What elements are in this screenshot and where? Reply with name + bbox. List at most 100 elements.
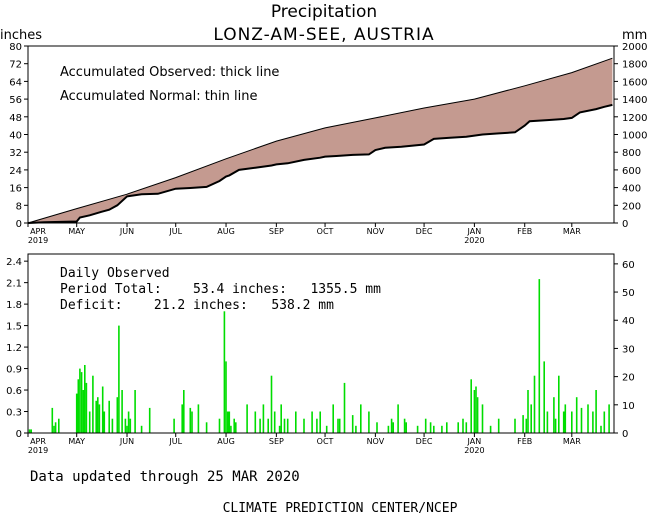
y-tick-label: 48 [9, 113, 22, 124]
credit-line: CLIMATE PREDICTION CENTER/NCEP [223, 501, 458, 516]
daily-bar [316, 418, 318, 433]
daily-bar [600, 425, 602, 433]
daily-bar [429, 422, 432, 433]
daily-bar [343, 382, 346, 433]
daily-bar [527, 390, 529, 433]
daily-bar [140, 425, 143, 433]
x-year-label: 2020 [464, 236, 484, 245]
x-tick-label: JUL [168, 227, 182, 236]
y-tick-label: 24 [9, 166, 22, 177]
daily-bar [416, 425, 419, 433]
x-tick-label: MAR [563, 227, 581, 236]
y-tick-label: 64 [9, 77, 22, 88]
x-tick-label: AUG [217, 227, 235, 236]
daily-bar [58, 418, 60, 433]
x-tick-label: NOV [367, 437, 385, 446]
daily-bar [134, 390, 136, 433]
daily-bar [54, 422, 57, 433]
daily-bar [441, 425, 443, 433]
daily-bar [97, 397, 99, 433]
daily-bar [433, 425, 435, 433]
daily-bar [127, 411, 130, 433]
daily-bar [223, 311, 226, 433]
observed-line [27, 103, 613, 224]
daily-bar [228, 411, 231, 433]
x-tick-label: JUN [119, 437, 134, 446]
x-tick-label: NOV [367, 227, 385, 236]
daily-bar [387, 425, 390, 433]
y2-tick-label: 0 [622, 219, 628, 230]
daily-bar [481, 404, 484, 433]
daily-bar [230, 425, 232, 433]
y-tick-label: 16 [9, 184, 22, 195]
y-tick-label: 1.8 [6, 300, 22, 311]
daily-bar [273, 411, 276, 433]
daily-bar [148, 407, 151, 433]
daily-bar [88, 411, 91, 433]
daily-bar [390, 418, 393, 433]
y2-tick-label: 1000 [622, 131, 647, 142]
right-axis-unit: mm [622, 28, 647, 43]
y-tick-label: 1.5 [6, 322, 22, 333]
daily-bar [462, 418, 464, 433]
legend-observed: Accumulated Observed: thick line [60, 65, 279, 80]
daily-bar [575, 397, 578, 433]
daily-bar [608, 404, 610, 433]
y-tick-label: 32 [9, 148, 22, 159]
daily-bar [530, 404, 532, 433]
daily-bar [514, 418, 516, 433]
daily-bar [270, 375, 273, 433]
daily-bar [101, 386, 104, 433]
daily-bar [225, 361, 227, 433]
daily-bar [543, 361, 545, 433]
daily-bar [538, 279, 541, 433]
daily-bar [303, 418, 305, 433]
daily-bar [233, 418, 235, 433]
y-tick-label: 0.3 [6, 408, 22, 419]
x-year-label: 2019 [28, 236, 48, 245]
daily-bar [286, 418, 289, 433]
x-tick-label: MAR [563, 437, 581, 446]
top-x-axis: APR MAY JUN JUL AUG SEP OCT NOV DEC JAN FEB MAR 2019… [27, 223, 581, 245]
daily-bar [475, 386, 477, 433]
daily-bar [295, 411, 297, 433]
daily-bar [332, 404, 334, 433]
y-tick-label: 2.4 [6, 257, 22, 268]
daily-bar [226, 411, 229, 433]
y-tick-label: 0 [16, 429, 22, 440]
daily-bar [546, 411, 549, 433]
deficit-fill [28, 58, 613, 224]
daily-bar [111, 418, 114, 433]
daily-bar [397, 404, 399, 433]
daily-bar [351, 415, 354, 433]
x-tick-label: FEB [517, 437, 532, 446]
y2-tick-label: 1200 [622, 113, 647, 124]
x-tick-label: OCT [317, 227, 334, 236]
daily-bar [254, 411, 257, 433]
daily-bar [79, 368, 81, 433]
daily-title: Daily Observed [60, 266, 170, 281]
deficit-total: Deficit: 21.2 inches: 538.2 mm [60, 298, 334, 313]
y2-tick-label: 200 [622, 201, 641, 212]
daily-bar [554, 418, 557, 433]
daily-bar [489, 425, 492, 433]
x-tick-label: JUN [119, 227, 134, 236]
daily-bar [77, 379, 80, 433]
legend-normal: Accumulated Normal: thin line [60, 89, 258, 104]
daily-bar [368, 411, 370, 433]
daily-bar [473, 390, 476, 433]
y-tick-label: 40 [9, 131, 22, 142]
y2-tick-label: 10 [622, 401, 635, 412]
bottom-y-axis: 0 0.3 0.6 0.9 1.2 1.5 1.8 2.1 2.4 0 10 20 30 40 50 60 [6, 257, 635, 440]
y-tick-label: 0 [16, 219, 22, 230]
chart-subtitle: LONZ-AM-SEE, AUSTRIA [213, 25, 434, 45]
y-tick-label: 56 [9, 95, 22, 106]
daily-bar [181, 404, 183, 433]
daily-bar [319, 411, 321, 433]
y2-tick-label: 30 [622, 344, 635, 355]
daily-bar [189, 407, 192, 433]
daily-bar [587, 404, 589, 433]
daily-bar [553, 397, 555, 433]
y-tick-label: 1.2 [6, 343, 22, 354]
